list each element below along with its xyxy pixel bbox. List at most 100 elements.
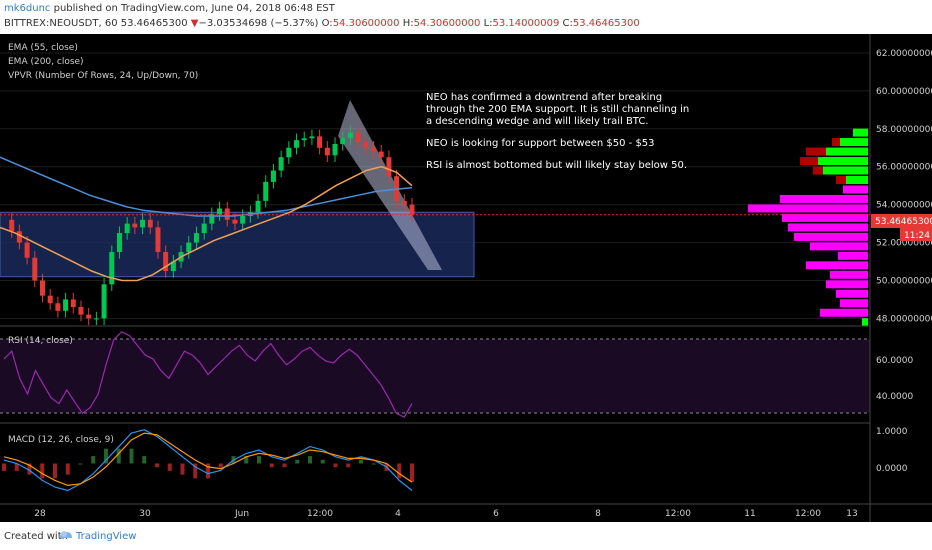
publish-text: published on TradingView.com, June 04, 2… <box>50 3 335 14</box>
vpvr-up-bar <box>818 157 868 166</box>
time-axis-label: 6 <box>493 509 499 519</box>
candle-body <box>132 223 138 228</box>
macd-axis-label: 0.0000 <box>876 464 908 474</box>
vpvr-down-bar <box>748 204 868 213</box>
price-axis-label: 54.00000000 <box>876 201 932 211</box>
low-value: 53.14000009 <box>492 18 560 29</box>
rsi-axis-label: 40.0000 <box>876 392 913 402</box>
vpvr-legend: VPVR (Number Of Rows, 24, Up/Down, 70) <box>8 71 198 81</box>
candle-body <box>217 208 223 215</box>
candle-body <box>232 219 238 224</box>
candle-body <box>309 136 315 139</box>
macd-histogram-bar <box>282 463 287 468</box>
note-line-5: RSI is almost bottomed but will likely s… <box>426 160 687 171</box>
price-change: −3.03534698 (−5.37%) <box>198 18 319 29</box>
chart-area[interactable]: EMA (55, close) EMA (200, close) VPVR (N… <box>0 34 932 522</box>
candle-body <box>332 143 338 156</box>
price-axis-label: 52.00000000 <box>876 239 932 249</box>
candle-body <box>363 142 369 148</box>
candle-body <box>116 233 122 253</box>
time-axis-label: 12:00 <box>307 509 333 519</box>
vpvr-up-bar <box>823 166 868 175</box>
last-price-tag-text: 53.46465300 <box>875 217 932 227</box>
candle-body <box>163 252 169 272</box>
candle-body <box>39 280 45 296</box>
candle-body <box>255 200 261 213</box>
candle-body <box>93 318 99 320</box>
macd-histogram-bar <box>206 463 210 479</box>
macd-histogram-bar <box>65 463 70 475</box>
vpvr-down-bar <box>836 289 868 298</box>
vpvr-down-bar <box>788 223 868 232</box>
vpvr-down-bar <box>800 157 818 166</box>
macd-histogram-bar <box>129 448 134 464</box>
publish-line: mk6dunc published on TradingView.com, Ju… <box>4 3 335 14</box>
price-axis-label: 62.00000000 <box>876 49 932 59</box>
macd-histogram-bar <box>104 448 108 464</box>
ohlc-line: BITTREX:NEOUSDT, 60 53.46465300 ▼−3.0353… <box>4 18 640 29</box>
candle-body <box>155 227 161 253</box>
tradingview-logo-icon <box>58 528 74 545</box>
candle-body <box>109 252 115 285</box>
candle-body <box>16 231 22 243</box>
vpvr-down-bar <box>810 242 868 251</box>
candle-body <box>324 147 330 156</box>
candle-body <box>355 132 361 143</box>
time-axis-label: 12:00 <box>665 509 691 519</box>
candle-body <box>401 200 407 205</box>
macd-histogram-bar <box>346 463 351 468</box>
countdown-tag <box>900 228 932 241</box>
signal-line <box>3 432 413 487</box>
candle-body <box>63 299 69 311</box>
time-axis-label: 8 <box>595 509 601 519</box>
macd-histogram-bar <box>320 459 325 464</box>
candle-body <box>24 242 30 258</box>
vpvr-down-bar <box>836 176 846 184</box>
footer: Created with TradingView <box>0 522 932 550</box>
candle-body <box>101 284 107 319</box>
close-value: 53.46465300 <box>572 18 640 29</box>
candle-body <box>278 157 284 171</box>
rsi-legend: RSI (14, close) <box>8 336 73 346</box>
macd-axis-label: 1.0000 <box>876 427 908 437</box>
price-axis-label: 58.00000000 <box>876 125 932 135</box>
vpvr-up-bar <box>840 138 868 147</box>
price-axis-label: 60.00000000 <box>876 87 932 97</box>
vpvr-up-bar <box>862 318 868 327</box>
macd-histogram-bar <box>371 463 376 465</box>
author-link[interactable]: mk6dunc <box>4 3 51 14</box>
macd-histogram-bar <box>155 463 159 468</box>
macd-histogram-bar <box>218 463 223 468</box>
candle-body <box>386 157 392 177</box>
macd-histogram-bar <box>180 463 185 475</box>
note-line-4: NEO is looking for support between $50 -… <box>426 138 655 149</box>
price-axis-label: 48.00000000 <box>876 314 932 324</box>
macd-histogram-bar <box>333 463 338 468</box>
last-price: 53.46465300 <box>120 18 188 29</box>
candle-body <box>409 204 415 215</box>
vpvr-down-bar <box>843 185 868 194</box>
vpvr-down-bar <box>826 280 868 289</box>
rsi-axis-label: 60.0000 <box>876 356 913 366</box>
candle-body <box>201 223 207 234</box>
macd-histogram-bar <box>257 456 261 464</box>
candle-body <box>224 208 230 220</box>
ema200-line <box>0 156 413 217</box>
symbol-label: BITTREX:NEOUSDT, 60 <box>4 18 118 29</box>
vpvr-down-bar <box>838 251 868 260</box>
candle-body <box>347 132 353 139</box>
macd-histogram-bar <box>410 463 414 483</box>
ema55-line <box>0 165 413 282</box>
candle-body <box>209 214 215 224</box>
macd-histogram-bar <box>193 463 198 479</box>
time-axis-label: 13 <box>846 509 857 519</box>
macd-histogram-bar <box>78 463 83 465</box>
macd-line <box>3 429 413 492</box>
candle-body <box>47 295 53 304</box>
time-axis-label: Jun <box>234 509 249 519</box>
candle-body <box>301 138 307 141</box>
tradingview-link[interactable]: TradingView <box>76 531 137 542</box>
candle-body <box>9 219 15 232</box>
open-label: O: <box>321 18 333 29</box>
chart-svg[interactable]: EMA (55, close) EMA (200, close) VPVR (N… <box>0 34 932 522</box>
